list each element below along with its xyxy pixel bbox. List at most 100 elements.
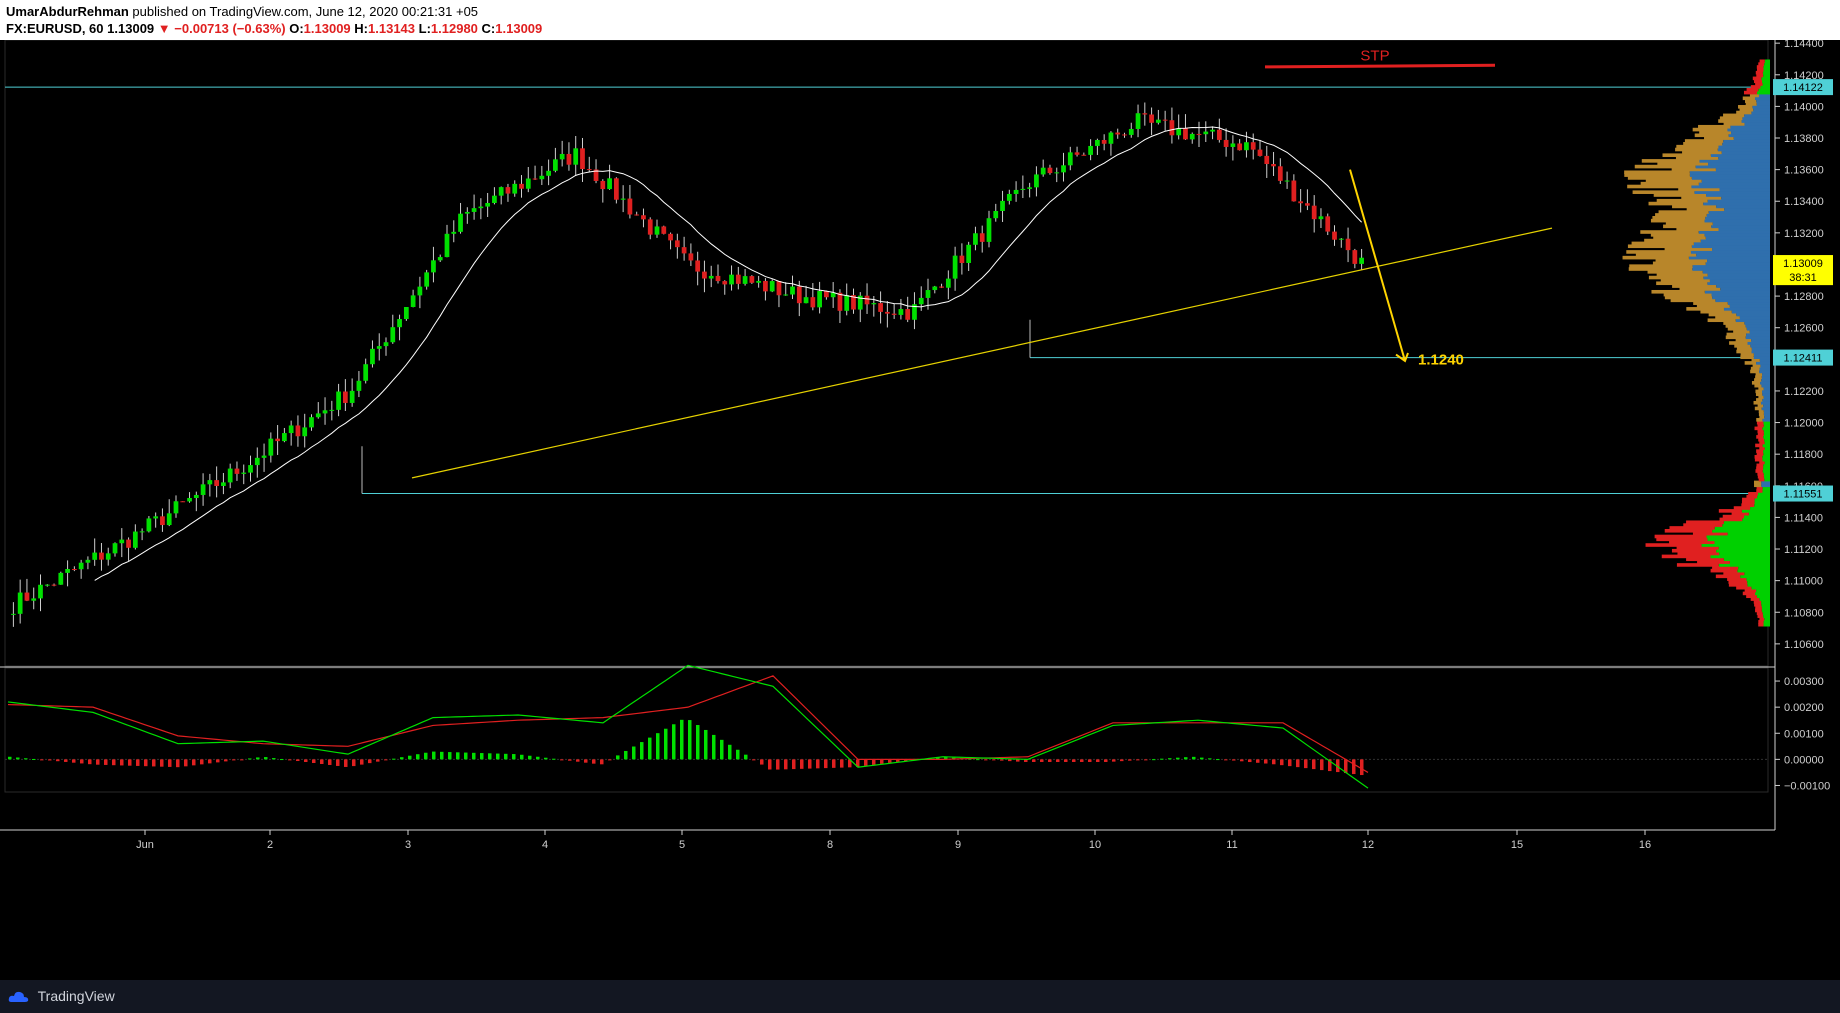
price-tick-label: 1.13800 <box>1784 133 1824 145</box>
volume-profile-bar <box>1654 534 1707 539</box>
volume-profile-bar <box>1746 594 1757 599</box>
volume-profile-bar <box>1761 378 1770 382</box>
macd-histogram-bar <box>80 759 84 764</box>
volume-profile-bar <box>1720 287 1770 291</box>
candle-body <box>38 584 43 599</box>
macd-histogram-bar <box>352 759 356 767</box>
volume-profile-bar <box>1746 577 1770 581</box>
volume-profile-bar <box>1675 147 1718 152</box>
volume-profile-bar <box>1733 506 1751 510</box>
candle-body <box>214 480 220 486</box>
candle-body <box>803 297 809 304</box>
volume-profile-bar <box>1696 252 1770 257</box>
candle-body <box>756 280 762 283</box>
volume-profile-bar <box>1741 500 1755 505</box>
candle-body <box>78 562 84 570</box>
macd-histogram-bar <box>304 759 308 763</box>
volume-profile-bar <box>1757 492 1770 496</box>
macd-histogram-bar <box>1296 759 1300 768</box>
volume-profile-bar <box>1746 494 1758 499</box>
volume-profile-bar <box>1676 546 1719 550</box>
candle-body <box>1210 129 1215 132</box>
volume-profile-bar <box>1754 503 1770 507</box>
candle-body <box>878 303 883 312</box>
volume-profile-bar <box>1756 418 1763 422</box>
volume-profile-bar <box>1744 113 1770 118</box>
candle-body <box>512 183 518 194</box>
volume-profile-bar <box>1704 233 1770 237</box>
volume-profile-bar <box>1763 65 1770 69</box>
candle-body <box>898 309 904 315</box>
volume-profile-bar <box>1698 181 1770 186</box>
volume-profile-bar <box>1755 96 1770 101</box>
candle-body <box>349 390 355 403</box>
volume-profile-bar <box>1759 597 1770 601</box>
candle-body <box>464 211 470 214</box>
tradingview-logo[interactable]: TradingView <box>8 988 115 1004</box>
macd-histogram-bar <box>600 759 604 765</box>
volume-profile-bar <box>1736 349 1752 354</box>
volume-profile-bar <box>1755 469 1763 473</box>
volume-profile-bar <box>1751 349 1770 354</box>
volume-profile-bar <box>1671 167 1716 172</box>
candle-body <box>119 539 125 544</box>
volume-profile-bar <box>1749 93 1759 98</box>
volume-profile-bar <box>1763 474 1770 479</box>
volume-profile-bar <box>1735 318 1770 323</box>
time-tick-label: 15 <box>1511 839 1523 851</box>
candle-body <box>1027 187 1033 189</box>
volume-profile-bar <box>1763 472 1770 476</box>
candle-body <box>1271 164 1276 167</box>
macd-histogram-bar <box>1208 758 1212 760</box>
symbol-label[interactable]: FX:EURUSD, 60 <box>6 21 104 36</box>
volume-profile-bar <box>1627 244 1692 249</box>
candle-body <box>1257 149 1263 156</box>
volume-profile-bar <box>1756 420 1764 425</box>
candle-body <box>1305 203 1310 206</box>
volume-profile-bar <box>1763 432 1770 436</box>
candle-body <box>44 584 50 586</box>
volume-profile-bar <box>1744 571 1770 576</box>
macd-histogram-bar <box>376 759 380 762</box>
candle-body <box>634 214 640 216</box>
candle-body <box>952 255 958 279</box>
volume-profile-bar <box>1754 500 1770 505</box>
volume-profile-bar <box>1722 514 1745 519</box>
volume-profile-bar <box>1758 93 1770 98</box>
volume-profile-bar <box>1744 361 1757 365</box>
macd-histogram-bar <box>1232 759 1236 761</box>
volume-profile-bar <box>1759 59 1765 64</box>
volume-profile-bar <box>1750 85 1761 89</box>
macd-histogram-bar <box>560 759 564 761</box>
candle-body <box>410 295 416 308</box>
down-arrow-icon: ▼ <box>157 21 171 36</box>
volume-profile-bar <box>1721 196 1770 200</box>
volume-profile-bar <box>1706 213 1770 217</box>
macd-histogram-bar <box>1304 759 1308 769</box>
macd-histogram-bar <box>8 756 12 760</box>
price-pane <box>4 40 1769 667</box>
candle-body <box>586 169 592 171</box>
candle-body <box>1074 152 1080 155</box>
volume-profile-bar <box>1744 122 1770 126</box>
candle-body <box>810 297 816 308</box>
candle-body <box>241 472 247 474</box>
volume-profile-bar <box>1705 235 1770 240</box>
candle-body <box>397 319 402 328</box>
volume-profile-bar <box>1761 406 1770 411</box>
volume-profile-bar <box>1655 258 1708 263</box>
macd-histogram-bar <box>144 759 148 767</box>
volume-profile-bar <box>1742 517 1770 522</box>
candle-body <box>959 255 965 263</box>
candle-body <box>979 233 985 242</box>
volume-profile-bar <box>1764 446 1770 451</box>
candle-body <box>871 303 877 305</box>
high-value: 1.13143 <box>368 21 416 36</box>
volume-profile-bar <box>1669 540 1715 544</box>
candle-body <box>329 409 335 411</box>
author-name[interactable]: UmarAbdurRehman <box>6 4 129 19</box>
cloud-icon <box>8 992 29 1003</box>
candle-body <box>221 482 226 486</box>
chart-canvas[interactable]: 1.14400 1.14200 1.14000 1.13800 1.13600 1.134… <box>0 40 1840 980</box>
volume-profile-bar <box>1762 455 1770 459</box>
